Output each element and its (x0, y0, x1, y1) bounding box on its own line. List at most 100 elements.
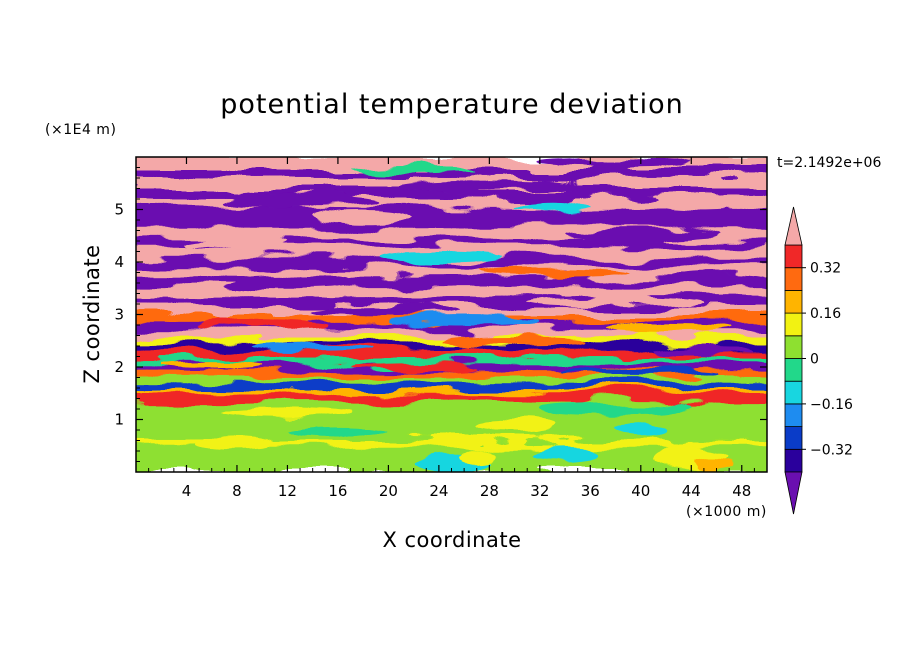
field-band (136, 285, 767, 297)
colorbar-segment (784, 289, 803, 314)
field-patch (602, 323, 730, 332)
field-band (136, 357, 767, 364)
field-band (136, 439, 767, 447)
x-tick-label: 8 (232, 482, 242, 500)
field-band (136, 381, 767, 390)
colorbar-label: −0.16 (810, 397, 853, 413)
field-band (136, 393, 767, 402)
field-patch (514, 205, 591, 214)
chart-title: potential temperature deviation (220, 89, 683, 120)
field-band (136, 266, 767, 278)
field-band (136, 389, 767, 394)
colorbar-segment (784, 267, 803, 291)
colorbar: 0.32 0.16 0 −0.16 −0.32 (784, 206, 853, 515)
colorbar-segment (784, 335, 803, 359)
x-tick-label: 4 (182, 482, 192, 500)
field-patch (350, 363, 477, 371)
field-band (136, 296, 767, 306)
field-patch (401, 180, 578, 192)
field-band (136, 157, 767, 168)
colorbar-extend-high (784, 206, 803, 246)
field-patch (224, 406, 351, 417)
field-band (136, 188, 767, 199)
field-patch (249, 341, 376, 351)
field-patch (653, 347, 755, 356)
x-tick-label: 36 (581, 482, 600, 500)
field-patch (224, 192, 376, 206)
y-tick-label: 4 (114, 253, 124, 271)
x-tick-label: 44 (682, 482, 701, 500)
y-axis: 1 2 3 4 5 (114, 167, 767, 462)
x-axis-units: (×1000 m) (686, 504, 767, 520)
x-tick-label: 20 (379, 482, 398, 500)
y-tick-label: 1 (114, 411, 124, 429)
field-patch (388, 314, 540, 325)
field-band (136, 369, 767, 377)
field-patch (199, 437, 275, 449)
y-tick-label: 3 (114, 306, 124, 324)
colorbar-segment (784, 358, 803, 382)
colorbar-segment (784, 312, 803, 337)
field-patch (539, 403, 692, 415)
x-tick-label: 40 (631, 482, 650, 500)
colorbar-label: 0 (810, 352, 819, 368)
colorbar-label: 0.32 (810, 261, 841, 277)
x-tick-label: 48 (732, 482, 751, 500)
field-patch (615, 424, 667, 436)
colorbar-extend-low (784, 471, 803, 515)
y-axis-title: Z coordinate (80, 244, 104, 383)
colorbar-segment (784, 426, 803, 450)
field-band (136, 350, 767, 359)
x-tick-label: 16 (328, 482, 347, 500)
field-band (136, 329, 767, 338)
y-tick-label: 2 (114, 358, 124, 376)
field-patch (312, 304, 465, 315)
field-patch (199, 320, 326, 330)
field-band (136, 376, 767, 383)
field-band (136, 238, 767, 247)
field-patch (527, 296, 704, 307)
y-axis-units: (×1E4 m) (45, 122, 116, 138)
contour-field (136, 157, 767, 472)
colorbar-label: 0.16 (810, 306, 841, 322)
y-tick-label: 5 (114, 201, 124, 219)
field-band (136, 257, 767, 267)
field-patch (539, 158, 692, 167)
field-band (136, 276, 767, 287)
field-band (136, 321, 767, 330)
field-patch (312, 209, 414, 226)
x-tick-label: 28 (480, 482, 499, 500)
field-patch (565, 368, 717, 376)
field-patch (287, 426, 389, 439)
field-band (136, 206, 767, 226)
x-tick-label: 32 (530, 482, 549, 500)
field-band (136, 197, 767, 208)
field-band (136, 419, 767, 440)
field-patch (476, 419, 553, 430)
field-patch (533, 447, 597, 460)
field-patch (666, 271, 767, 285)
field-patch (186, 238, 288, 249)
colorbar-segment (784, 403, 803, 427)
colorbar-segment (784, 380, 803, 405)
field-patch (476, 267, 629, 278)
field-patch (438, 336, 591, 345)
field-patch (457, 452, 496, 466)
field-patch (697, 460, 736, 471)
field-patch (375, 251, 502, 262)
colorbar-segment (784, 244, 803, 269)
x-tick-label: 12 (278, 482, 297, 500)
x-axis: 4 8 12 16 20 24 28 32 36 40 44 48 (148, 157, 755, 500)
field-patch (350, 165, 477, 175)
field-patch (224, 277, 351, 289)
x-axis-title: X coordinate (382, 528, 521, 552)
time-label: t=2.1492e+06 (777, 155, 881, 171)
x-tick-label: 24 (429, 482, 448, 500)
colorbar-label: −0.32 (810, 442, 853, 458)
field-patch (565, 230, 717, 241)
field-band (136, 343, 767, 351)
field-patch (161, 360, 263, 369)
colorbar-segment (784, 448, 803, 473)
